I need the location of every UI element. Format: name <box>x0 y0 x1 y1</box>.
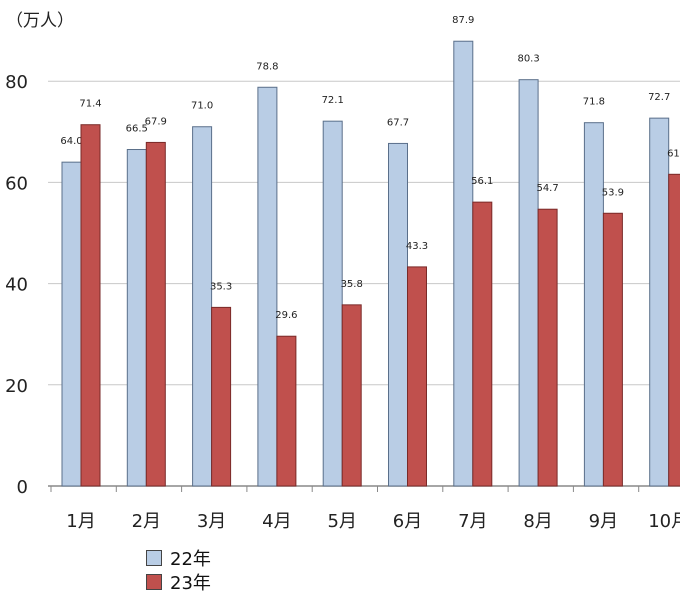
data-label: 67.9 <box>145 116 167 127</box>
bar-23 <box>407 266 427 487</box>
data-label: 61.6 <box>667 148 680 159</box>
y-tick-label: 60 <box>5 173 28 194</box>
x-tick-label: 8月 <box>523 511 552 532</box>
bar-23 <box>145 141 166 487</box>
x-tick-label: 10月 <box>648 511 680 532</box>
bar-23 <box>341 304 362 487</box>
bar-chart: 0 20 40 60 80 64.0 66.5 71.0 78.8 72.1 67.7 87.9 80.… <box>5 15 680 532</box>
y-tick-label: 20 <box>5 376 28 397</box>
legend-item-23: 23年 <box>146 570 211 594</box>
bar-23 <box>211 306 232 487</box>
data-label: 71.0 <box>191 101 213 112</box>
x-tick-label: 4月 <box>262 511 291 532</box>
bar-22 <box>126 149 147 487</box>
bar-22 <box>388 142 408 487</box>
chart-legend: 22年 23年 <box>146 546 211 594</box>
bar-23 <box>668 173 680 487</box>
bar-22 <box>322 120 343 487</box>
data-label: 66.5 <box>126 124 148 135</box>
data-label: 56.1 <box>471 176 493 187</box>
data-label: 64.0 <box>60 136 82 147</box>
bar-22 <box>257 86 278 487</box>
data-label: 71.4 <box>79 99 101 110</box>
bar-22 <box>518 79 539 487</box>
x-tick-label: 1月 <box>66 511 95 532</box>
bar-22 <box>61 161 82 487</box>
legend-label-23: 23年 <box>170 573 211 594</box>
bar-23 <box>537 208 558 487</box>
data-label: 35.3 <box>210 281 232 292</box>
bar-23 <box>276 335 297 487</box>
x-tick-label: 5月 <box>327 511 356 532</box>
y-tick-label: 40 <box>5 275 28 296</box>
data-label: 72.1 <box>322 95 344 106</box>
data-label: 54.7 <box>536 183 558 194</box>
data-label: 87.9 <box>452 15 474 26</box>
legend-item-22: 22年 <box>146 546 211 570</box>
bar-22 <box>192 126 213 487</box>
data-label: 35.8 <box>341 279 363 290</box>
data-label: 53.9 <box>602 187 624 198</box>
data-label: 80.3 <box>517 54 539 65</box>
data-label: 71.8 <box>583 97 605 108</box>
x-tick-label: 2月 <box>132 511 161 532</box>
data-label: 72.7 <box>648 92 670 103</box>
bar-22 <box>453 40 474 487</box>
y-tick-label: 80 <box>5 72 28 93</box>
x-tick-label: 6月 <box>393 511 422 532</box>
bar-22 <box>649 117 670 487</box>
data-label: 29.6 <box>275 310 297 321</box>
x-tick-label: 9月 <box>589 511 618 532</box>
data-label: 67.7 <box>387 117 409 128</box>
y-tick-label: 0 <box>17 477 28 498</box>
legend-swatch-22 <box>146 550 162 566</box>
bar-23 <box>472 201 493 487</box>
bar-23 <box>80 124 101 487</box>
data-label: 43.3 <box>406 241 428 252</box>
legend-swatch-23 <box>146 574 162 590</box>
x-tick-label: 3月 <box>197 511 226 532</box>
x-tick-label: 7月 <box>458 511 487 532</box>
legend-label-22: 22年 <box>170 549 211 570</box>
y-axis-unit-label: （万人） <box>6 11 74 31</box>
bar-22 <box>583 122 604 487</box>
bar-23 <box>602 212 623 487</box>
data-label: 78.8 <box>256 61 278 72</box>
